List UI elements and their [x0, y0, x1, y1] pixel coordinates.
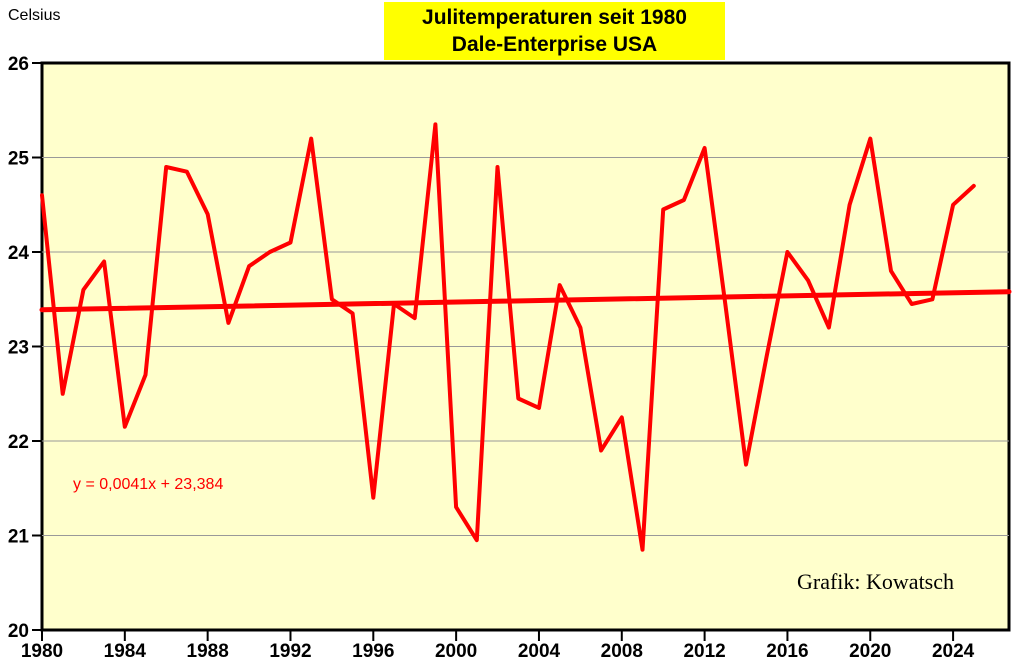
x-tick-label: 2000 — [435, 641, 477, 662]
series-layer — [39, 122, 1012, 552]
x-tick-label: 1992 — [269, 641, 311, 662]
x-tick-label: 2004 — [518, 641, 561, 662]
y-tick-label: 24 — [8, 243, 30, 264]
x-tick-label: 2012 — [683, 641, 725, 662]
chart-title-line2: Dale-Enterprise USA — [451, 33, 658, 56]
x-tick-label: 2016 — [766, 641, 808, 662]
chart-title-line1: Julitemperaturen seit 1980 — [422, 6, 687, 29]
temperature-line-series — [40, 122, 976, 552]
y-tick-label: 22 — [8, 432, 29, 453]
x-tick-label: 1996 — [352, 641, 394, 662]
trend-line — [39, 289, 1012, 313]
y-tick-label: 26 — [8, 54, 29, 75]
chart-title: Julitemperaturen seit 1980 Dale-Enterpri… — [384, 2, 725, 60]
x-tick-label: 1984 — [104, 641, 147, 662]
y-axis-unit-label: Celsius — [8, 7, 60, 24]
y-tick-label: 23 — [8, 338, 29, 359]
x-tick-label: 1988 — [187, 641, 229, 662]
x-tick-label: 2024 — [932, 641, 975, 662]
y-tick-label: 21 — [8, 527, 30, 548]
y-tick-label: 20 — [8, 621, 29, 642]
x-tick-label: 2008 — [601, 641, 643, 662]
axes-layer: 20 21 22 23 24 25 26 1980 1984 1988 1992 1996 2000 20… — [8, 54, 975, 662]
gridlines-layer — [42, 157, 1009, 536]
trend-equation-label: y = 0,0041x + 23,384 — [73, 476, 223, 493]
attribution-label: Grafik: Kowatsch — [797, 569, 954, 594]
y-tick-label: 25 — [8, 149, 30, 170]
x-tick-label: 1980 — [21, 641, 63, 662]
x-tick-label: 2020 — [849, 641, 891, 662]
